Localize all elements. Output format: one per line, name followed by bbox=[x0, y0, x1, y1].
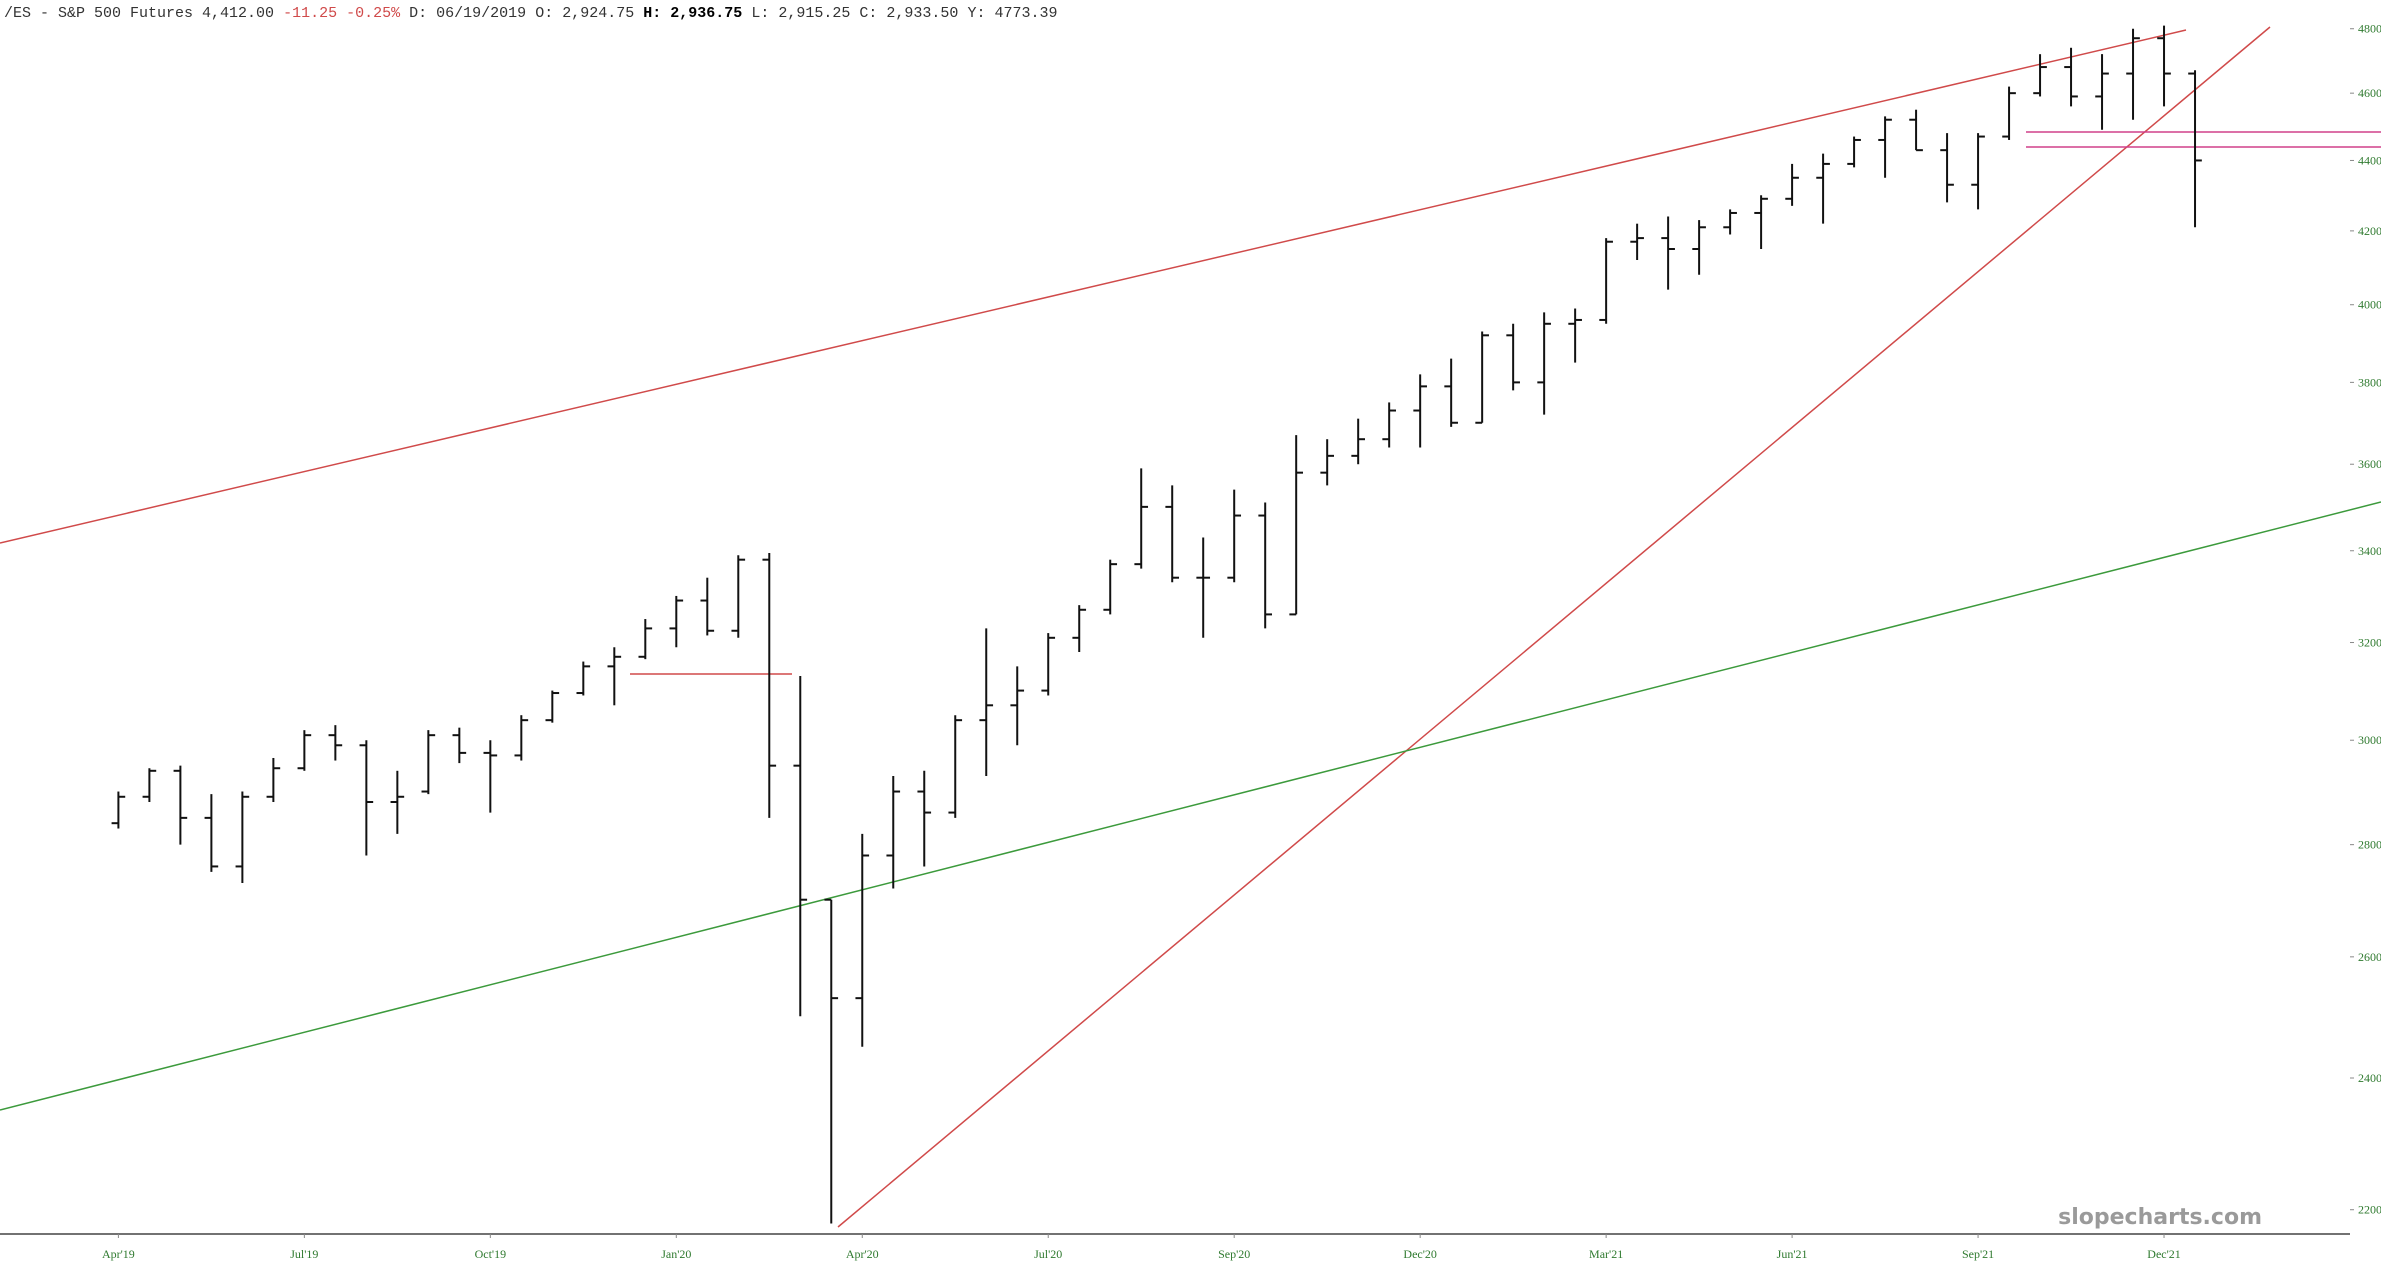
trendlines bbox=[0, 26, 2381, 1228]
y-tick-label: 3600 bbox=[2358, 457, 2381, 471]
y-tick-label: 2400 bbox=[2358, 1071, 2381, 1085]
x-tick-label: Dec'21 bbox=[2147, 1247, 2180, 1261]
watermark: slopecharts.com bbox=[2058, 1205, 2262, 1230]
x-tick-label: Jan'20 bbox=[661, 1247, 691, 1261]
y-tick-label: 2800 bbox=[2358, 838, 2381, 852]
trendline bbox=[837, 26, 2271, 1228]
trendline bbox=[0, 501, 2381, 1111]
readout-label: H: bbox=[643, 5, 661, 22]
y-tick-label: 4400 bbox=[2358, 153, 2381, 167]
readout-label: Y: bbox=[967, 5, 985, 22]
change-pct: -0.25% bbox=[346, 5, 401, 22]
x-tick-label: Jul'20 bbox=[1034, 1247, 1062, 1261]
x-tick-label: Apr'20 bbox=[846, 1247, 879, 1261]
readout-value: 2,933.50 bbox=[886, 5, 958, 22]
x-tick-label: Oct'19 bbox=[475, 1247, 507, 1261]
x-tick-label: Sep'20 bbox=[1218, 1247, 1250, 1261]
trendline bbox=[0, 29, 2187, 544]
y-tick-label: 2600 bbox=[2358, 950, 2381, 964]
y-tick-label: 4800 bbox=[2358, 22, 2381, 36]
symbol: /ES - S&P 500 Futures bbox=[4, 5, 193, 22]
y-tick-label: 4600 bbox=[2358, 86, 2381, 100]
x-tick-label: Sep'21 bbox=[1962, 1247, 1994, 1261]
readout-value: 2,924.75 bbox=[562, 5, 634, 22]
readout-label: L: bbox=[751, 5, 769, 22]
x-tick-label: Mar'21 bbox=[1589, 1247, 1623, 1261]
y-tick-label: 4000 bbox=[2358, 298, 2381, 312]
x-tick-label: Jun'21 bbox=[1777, 1247, 1808, 1261]
readout-label: D: bbox=[409, 5, 427, 22]
readout-value: 06/19/2019 bbox=[436, 5, 526, 22]
change: -11.25 bbox=[283, 5, 337, 22]
x-tick-label: Jul'19 bbox=[290, 1247, 318, 1261]
y-tick-label: 3200 bbox=[2358, 636, 2381, 650]
last-price: 4,412.00 bbox=[202, 5, 274, 22]
header: /ES - S&P 500 Futures 4,412.00 -11.25 -0… bbox=[4, 5, 1058, 22]
readout-value: 2,936.75 bbox=[670, 5, 742, 22]
y-tick-label: 3000 bbox=[2358, 733, 2381, 747]
readout-label: O: bbox=[535, 5, 553, 22]
readout-value: 2,915.25 bbox=[778, 5, 850, 22]
readout-value: 4773.39 bbox=[994, 5, 1057, 22]
y-tick-label: 3400 bbox=[2358, 544, 2381, 558]
x-tick-label: Apr'19 bbox=[102, 1247, 135, 1261]
y-tick-label: 2200 bbox=[2358, 1203, 2381, 1217]
y-tick-label: 4200 bbox=[2358, 224, 2381, 238]
readout-label: C: bbox=[859, 5, 877, 22]
y-tick-label: 3800 bbox=[2358, 375, 2381, 389]
x-tick-label: Dec'20 bbox=[1403, 1247, 1436, 1261]
